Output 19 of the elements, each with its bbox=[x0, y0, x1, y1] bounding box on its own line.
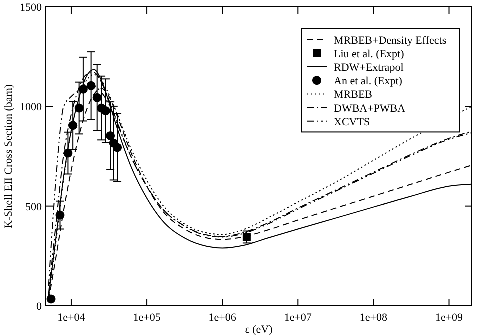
y-axis-title: K-Shell EII Cross Section (barn) bbox=[3, 84, 15, 229]
legend-label: Liu et al. (Expt) bbox=[334, 48, 405, 60]
y-tick-label: 1000 bbox=[20, 102, 42, 114]
x-tick-label: 1e+09 bbox=[435, 312, 464, 324]
x-tick-label: 1e+04 bbox=[58, 312, 86, 324]
y-tick-label: 1500 bbox=[20, 2, 42, 14]
legend-label: An et al. (Expt) bbox=[334, 76, 403, 88]
y-tick-label: 500 bbox=[26, 201, 42, 214]
legend-label: XCVTS bbox=[334, 116, 370, 128]
x-tick-label: 1e+06 bbox=[208, 312, 237, 324]
x-tick-label: 1e+07 bbox=[284, 312, 312, 324]
legend-label: RDW+Extrapol bbox=[334, 62, 404, 74]
x-axis-title: ε (eV) bbox=[245, 324, 274, 336]
y-tick-label: 0 bbox=[36, 301, 42, 313]
legend-label: MRBEB+Density Effects bbox=[334, 34, 447, 47]
x-tick-label: 1e+05 bbox=[133, 312, 162, 324]
x-tick-label: 1e+08 bbox=[360, 312, 388, 324]
legend-label: DWBA+PWBA bbox=[334, 102, 406, 115]
legend-label: MRBEB bbox=[334, 89, 373, 102]
